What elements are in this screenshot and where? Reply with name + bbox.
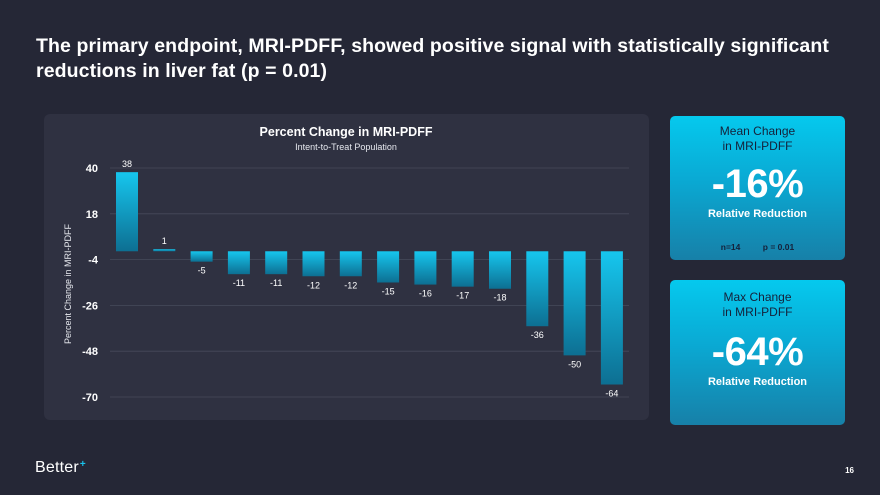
y-axis-label: Percent Change in MRI-PDFF <box>63 223 73 344</box>
mean-card-subtitle: Relative Reduction <box>707 208 808 220</box>
bar-data-label: 1 <box>162 236 167 246</box>
p-value-label: p = 0.01 <box>762 242 795 252</box>
bar <box>227 251 250 275</box>
mean-change-card: Mean Change in MRI-PDFF -16% Relative Re… <box>670 116 845 260</box>
bar-data-label: -18 <box>493 293 506 303</box>
bar-data-label: -12 <box>307 280 320 290</box>
y-tick-label: 18 <box>86 209 98 221</box>
bar-data-label: -36 <box>531 330 544 340</box>
y-tick-label: -70 <box>82 392 98 404</box>
bar-data-label: -12 <box>344 280 357 290</box>
slide-title: The primary endpoint, MRI-PDFF, showed p… <box>36 35 829 82</box>
bar <box>414 251 437 285</box>
y-tick-label: 40 <box>86 163 98 175</box>
bar-data-label: -50 <box>568 359 581 369</box>
bar-chart: Percent Change in MRI-PDFF Intent-to-Tre… <box>63 125 629 404</box>
max-card-title-line2: in MRI-PDFF <box>722 305 793 319</box>
bar <box>153 249 176 252</box>
bar <box>489 251 511 289</box>
chart-subtitle: Intent-to-Treat Population <box>295 142 397 152</box>
bar-data-label: 38 <box>122 159 132 169</box>
chart-panel: Percent Change in MRI-PDFF Intent-to-Tre… <box>44 114 649 420</box>
mean-card-title-line2: in MRI-PDFF <box>722 139 793 153</box>
max-card-title-line1: Max Change <box>723 290 792 304</box>
y-tick-label: -48 <box>82 346 98 358</box>
mean-card-footer: n=14 p = 0.01 <box>670 242 845 252</box>
max-change-card: Max Change in MRI-PDFF -64% Relative Red… <box>670 280 845 425</box>
y-tick-label: -4 <box>88 255 99 267</box>
mean-card-title-line1: Mean Change <box>719 124 796 138</box>
page-number: 16 <box>845 466 854 475</box>
bar <box>451 251 474 287</box>
bar-data-label: -17 <box>456 291 469 301</box>
bar <box>265 251 288 275</box>
bar <box>190 251 213 262</box>
y-tick-label: -26 <box>82 300 98 312</box>
bars: 38 1 -5 -11 -11 -12 -12 -15 -16 -17 -18 -36 -50 -64 <box>116 159 623 399</box>
bar-data-label: -11 <box>233 278 245 288</box>
chart-title: Percent Change in MRI-PDFF <box>260 125 433 139</box>
bar-data-label: -11 <box>270 278 282 288</box>
bar-data-label: -5 <box>198 266 206 276</box>
better-logo: Better+ <box>35 459 86 477</box>
bar <box>302 251 325 277</box>
bar-data-label: -15 <box>382 287 395 297</box>
sample-size-label: n=14 <box>720 242 741 252</box>
bar-data-label: -64 <box>605 389 618 399</box>
bar <box>377 251 400 283</box>
logo-plus-icon: + <box>79 459 86 470</box>
bar <box>116 172 138 252</box>
bar <box>563 251 586 356</box>
bar <box>600 251 623 385</box>
max-change-value: -64% <box>711 330 804 374</box>
bar-data-label: -16 <box>419 289 432 299</box>
bar <box>339 251 362 277</box>
bar <box>526 251 549 327</box>
logo-text: Better <box>35 459 79 476</box>
max-card-subtitle: Relative Reduction <box>707 376 808 388</box>
mean-change-value: -16% <box>711 162 804 206</box>
mean-card-title: Mean Change in MRI-PDFF <box>670 124 845 154</box>
max-card-title: Max Change in MRI-PDFF <box>670 290 845 320</box>
